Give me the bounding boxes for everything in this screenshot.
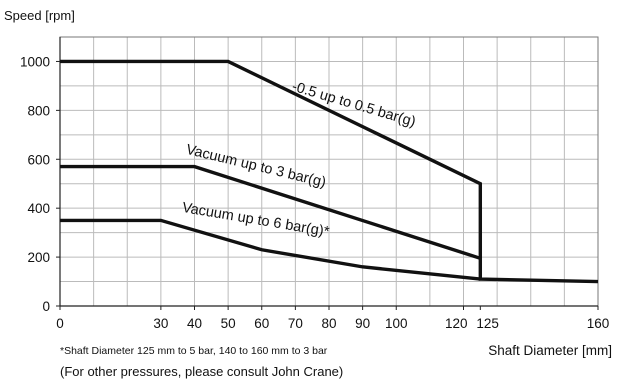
x-tick-label: 0 bbox=[56, 316, 64, 331]
y-tick-label: 1000 bbox=[20, 54, 50, 69]
x-tick-label: 50 bbox=[221, 316, 236, 331]
y-tick-label: 0 bbox=[42, 299, 50, 314]
x-tick-label: 30 bbox=[153, 316, 168, 331]
series-line-2 bbox=[60, 164, 481, 260]
y-tick-label: 400 bbox=[27, 201, 50, 216]
x-tick-label: 100 bbox=[385, 316, 408, 331]
x-tick-label: 80 bbox=[321, 316, 336, 331]
consult-note: (For other pressures, please consult Joh… bbox=[60, 364, 344, 379]
y-axis-label: Speed [rpm] bbox=[4, 8, 75, 23]
x-tick-label: 125 bbox=[476, 316, 499, 331]
footnote: *Shaft Diameter 125 mm to 5 bar, 140 to … bbox=[60, 345, 328, 357]
series-line-3 bbox=[60, 218, 481, 281]
y-tick-label: 600 bbox=[27, 152, 50, 167]
x-tick-label: 90 bbox=[355, 316, 370, 331]
x-tick-label: 70 bbox=[288, 316, 303, 331]
x-tick-label: 120 bbox=[445, 316, 468, 331]
x-tick-label: 60 bbox=[254, 316, 269, 331]
y-tick-label: 200 bbox=[27, 250, 50, 265]
x-tick-label: 160 bbox=[587, 316, 610, 331]
y-tick-label: 800 bbox=[27, 103, 50, 118]
series-line-1 bbox=[60, 59, 599, 284]
x-tick-label: 40 bbox=[187, 316, 202, 331]
x-axis-label: Shaft Diameter [mm] bbox=[488, 343, 612, 358]
